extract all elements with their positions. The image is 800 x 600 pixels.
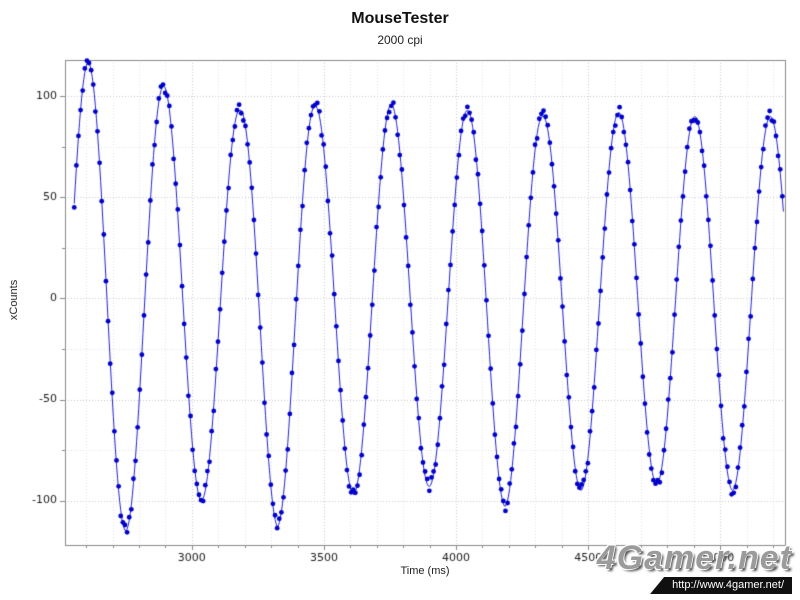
watermark-logo: 4Gamer.net [596,539,792,577]
y-axis-label: xCounts [8,279,20,321]
x-axis-label: Time (ms) [400,565,450,577]
watermark-url: http://www.4gamer.net/ [650,577,792,594]
chart-subtitle: 2000 cpi [377,33,423,47]
watermark: 4Gamer.net http://www.4gamer.net/ [597,541,792,594]
chart-title: MouseTester [351,10,449,27]
